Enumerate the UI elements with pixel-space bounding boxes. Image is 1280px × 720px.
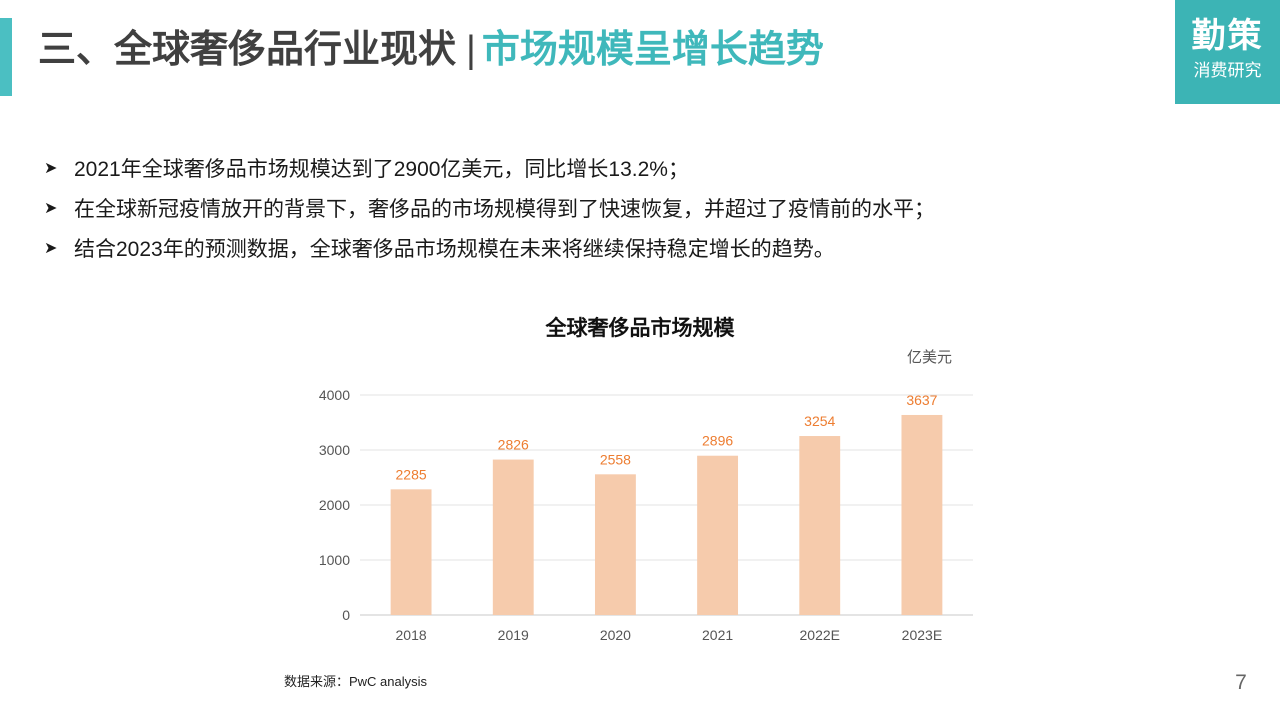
y-tick-label: 1000 (319, 552, 350, 568)
page-title: 三、全球奢侈品行业现状 | 市场规模呈增长趋势 (38, 22, 824, 78)
bar (799, 436, 841, 615)
bar (492, 459, 534, 615)
bullet-text: 结合2023年的预测数据，全球奢侈品市场规模在未来将继续保持稳定增长的趋势。 (74, 238, 835, 261)
y-tick-label: 3000 (319, 442, 350, 458)
chart-unit-label: 亿美元 (906, 349, 952, 366)
bar (901, 414, 943, 615)
bar (697, 455, 739, 615)
y-tick-label: 4000 (319, 387, 350, 403)
brand-logo-tagline: 消费研究 (1193, 61, 1262, 80)
bar-value-label: 3254 (804, 413, 835, 429)
y-tick-label: 2000 (319, 497, 350, 513)
x-tick-label: 2019 (498, 627, 529, 643)
bullet-item: ➤ 在全球新冠疫情放开的背景下，奢侈品的市场规模得到了快速恢复，并超过了疫情前的… (44, 188, 1194, 228)
bullet-item: ➤ 结合2023年的预测数据，全球奢侈品市场规模在未来将继续保持稳定增长的趋势。 (44, 228, 1194, 268)
bar (390, 489, 432, 615)
bar-value-label: 2826 (498, 437, 529, 453)
bar (594, 474, 636, 615)
page-title-main: 三、全球奢侈品行业现状 (38, 29, 457, 71)
brand-logo-name: 勤策 (1191, 16, 1264, 56)
bullet-text: 2021年全球奢侈品市场规模达到了2900亿美元，同比增长13.2%； (74, 158, 689, 181)
chart-title: 全球奢侈品市场规模 (545, 317, 735, 340)
brand-logo: 勤策 消费研究 (1175, 0, 1280, 104)
bullet-list: ➤ 2021年全球奢侈品市场规模达到了2900亿美元，同比增长13.2%； ➤ … (44, 148, 1194, 268)
bar-value-label: 2896 (702, 433, 733, 449)
bar-value-label: 2285 (396, 466, 427, 482)
bullet-text: 在全球新冠疫情放开的背景下，奢侈品的市场规模得到了快速恢复，并超过了疫情前的水平… (74, 198, 935, 221)
bar-value-label: 2558 (600, 451, 631, 467)
x-tick-label: 2021 (702, 627, 733, 643)
arrow-right-icon: ➤ (44, 200, 58, 217)
page-title-separator: | (466, 29, 476, 71)
y-tick-label: 0 (342, 607, 350, 623)
arrow-right-icon: ➤ (44, 160, 58, 177)
data-source-note: 数据来源：PwC analysis (284, 674, 428, 689)
title-accent-bar (0, 18, 12, 96)
x-tick-label: 2022E (800, 627, 840, 643)
page-number: 7 (1235, 671, 1247, 694)
x-tick-label: 2023E (902, 627, 942, 643)
arrow-right-icon: ➤ (44, 240, 58, 257)
bar-value-label: 3637 (906, 392, 937, 408)
bullet-item: ➤ 2021年全球奢侈品市场规模达到了2900亿美元，同比增长13.2%； (44, 148, 1194, 188)
x-tick-label: 2020 (600, 627, 631, 643)
page-title-subtitle: 市场规模呈增长趋势 (481, 29, 824, 71)
x-tick-label: 2018 (396, 627, 427, 643)
